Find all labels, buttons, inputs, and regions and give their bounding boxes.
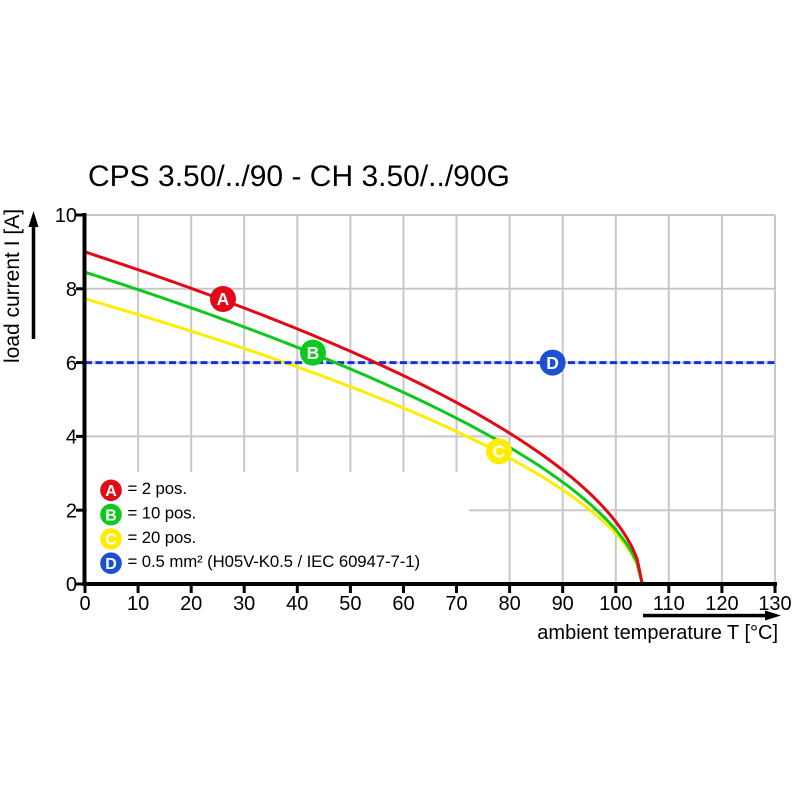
svg-text:90: 90 <box>552 593 574 615</box>
svg-text:130: 130 <box>758 593 791 615</box>
svg-text:30: 30 <box>233 593 255 615</box>
svg-text:D: D <box>105 556 117 573</box>
svg-text:50: 50 <box>339 593 361 615</box>
svg-text:= 20 pos.: = 20 pos. <box>128 528 197 547</box>
svg-text:0: 0 <box>66 574 77 596</box>
svg-text:= 10 pos.: = 10 pos. <box>128 504 197 523</box>
svg-text:10: 10 <box>127 593 149 615</box>
svg-text:load current I [A]: load current I [A] <box>1 209 24 363</box>
svg-text:C: C <box>105 532 117 549</box>
svg-text:20: 20 <box>180 593 202 615</box>
svg-text:A: A <box>105 483 117 500</box>
svg-text:= 2 pos.: = 2 pos. <box>128 479 187 498</box>
svg-text:60: 60 <box>392 593 414 615</box>
svg-text:100: 100 <box>599 593 632 615</box>
svg-text:B: B <box>105 507 117 524</box>
svg-text:80: 80 <box>498 593 520 615</box>
svg-text:40: 40 <box>286 593 308 615</box>
svg-text:120: 120 <box>705 593 738 615</box>
svg-text:C: C <box>493 442 506 462</box>
svg-text:A: A <box>217 289 230 309</box>
svg-text:4: 4 <box>66 427 77 449</box>
svg-text:ambient temperature T [°C]: ambient temperature T [°C] <box>537 622 778 644</box>
svg-text:2: 2 <box>66 500 77 522</box>
svg-text:= 0.5 mm² (H05V-K0.5 / IEC 609: = 0.5 mm² (H05V-K0.5 / IEC 60947-7-1) <box>128 552 420 571</box>
svg-text:8: 8 <box>66 279 77 301</box>
svg-text:110: 110 <box>653 593 685 615</box>
svg-text:CPS 3.50/../90 - CH 3.50/../90: CPS 3.50/../90 - CH 3.50/../90G <box>88 160 510 193</box>
svg-text:6: 6 <box>66 353 77 375</box>
svg-text:0: 0 <box>79 593 90 615</box>
svg-text:B: B <box>307 343 320 363</box>
svg-text:70: 70 <box>445 593 467 615</box>
svg-text:D: D <box>546 353 559 373</box>
svg-text:10: 10 <box>55 205 77 227</box>
